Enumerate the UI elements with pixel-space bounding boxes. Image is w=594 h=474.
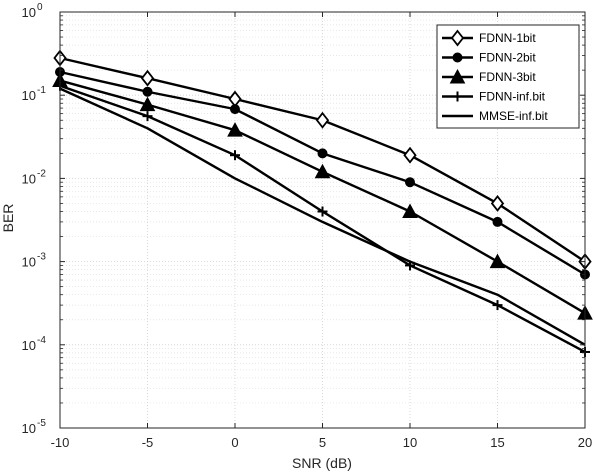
series-fdnn-3bit	[52, 72, 593, 320]
y-tick-label: 10	[22, 88, 36, 103]
triangle-marker	[139, 96, 156, 112]
circle-marker	[230, 104, 240, 115]
y-tick-label: 10	[22, 338, 36, 353]
circle-marker	[317, 148, 328, 159]
y-tick-label: 10	[22, 421, 36, 436]
legend-entry: FDNN-inf.bit	[442, 90, 546, 104]
legend-label: FDNN-inf.bit	[479, 90, 546, 104]
diamond-marker	[315, 111, 330, 129]
diamond-marker	[228, 90, 242, 108]
legend-label: FDNN-2bit	[479, 51, 536, 65]
triangle-marker	[489, 253, 506, 269]
x-axis-label: SNR (dB)	[292, 455, 352, 471]
triangle-marker	[314, 163, 331, 179]
diamond-marker	[140, 69, 155, 87]
legend-entry: FDNN-3bit	[442, 68, 536, 84]
y-tick-exponent: -5	[37, 418, 46, 429]
legend-entry: FDNN-1bit	[442, 29, 536, 47]
y-axis-label: BER	[0, 204, 16, 233]
series-fdnn-1bit	[53, 49, 592, 271]
triangle-marker	[402, 203, 418, 219]
legend-entry: MMSE-inf.bit	[442, 109, 548, 123]
x-tick-label: 5	[319, 435, 326, 450]
legend-label: MMSE-inf.bit	[479, 109, 548, 123]
x-tick-label: 15	[490, 435, 504, 450]
x-tick-label: -5	[142, 435, 154, 450]
diamond-marker	[403, 146, 417, 164]
y-tick-exponent: -4	[37, 335, 46, 346]
circle-marker	[142, 86, 153, 97]
x-tick-label: 10	[403, 435, 417, 450]
series-line	[59, 87, 586, 346]
y-tick-label: 10	[22, 255, 36, 270]
x-tick-label: 20	[578, 435, 592, 450]
x-tick-label: -10	[51, 435, 70, 450]
x-tick-labels: -10 -5 0 5 10 15 20	[51, 435, 593, 450]
legend: FDNN-1bit FDNN-2bit FDNN-3bit FDNN-inf.bit M…	[436, 24, 580, 129]
triangle-marker	[227, 122, 243, 137]
y-tick-exponent: -2	[37, 168, 46, 179]
y-tick-label: 10	[22, 5, 36, 20]
x-tick-label: 0	[231, 435, 238, 450]
y-tick-exponent: -1	[37, 85, 46, 96]
y-tick-exponent: 0	[37, 2, 43, 13]
legend-entry: FDNN-2bit	[442, 51, 536, 65]
legend-label: FDNN-1bit	[479, 31, 536, 45]
axes	[59, 11, 586, 429]
circle-marker	[492, 216, 503, 227]
legend-label: FDNN-3bit	[479, 70, 536, 84]
series-mmse-inf-bit	[59, 87, 586, 346]
y-tick-label: 10	[22, 171, 36, 186]
y-tick-exponent: -3	[37, 252, 46, 263]
circle-marker	[452, 52, 463, 63]
diamond-marker	[450, 29, 465, 47]
series-fdnn-inf-bit	[55, 80, 590, 357]
diamond-marker	[490, 194, 505, 212]
triangle-marker	[449, 68, 466, 84]
series-lines	[52, 49, 593, 357]
circle-marker	[405, 177, 415, 188]
